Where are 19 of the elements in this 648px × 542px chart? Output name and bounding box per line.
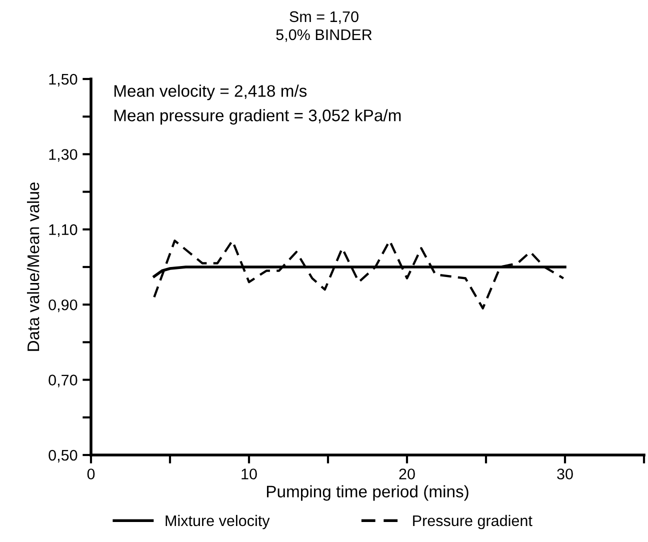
y-tick-label: 0,70 — [48, 374, 78, 388]
y-tick-label: 1,30 — [49, 149, 78, 162]
annotation: Mean pressure gradient = 3,052 kPa/m — [114, 109, 401, 125]
x-tick-label: 20 — [399, 468, 415, 480]
y-axis-title: Data value/Mean value — [26, 182, 40, 351]
chart-title: Sm = 1,70 — [290, 11, 358, 24]
y-tick-label: 0,50 — [48, 450, 78, 462]
annotation: Mean velocity = 2,418 m/s — [114, 84, 307, 100]
y-tick-label: 0,90 — [48, 299, 78, 312]
x-tick-label: 0 — [87, 468, 95, 480]
legend-label: Pressure gradient — [413, 514, 532, 530]
line-series — [153, 240, 565, 310]
x-axis-title: Pumping time period (mins) — [266, 485, 468, 501]
x-tick-label: 10 — [242, 468, 257, 480]
y-tick-label: 1,50 — [49, 74, 78, 86]
legend-label: Mixture velocity — [166, 514, 270, 530]
chart-subtitle: 5,0% BINDER — [276, 29, 372, 42]
x-tick-label: 30 — [557, 468, 573, 480]
y-tick-label: 1,10 — [49, 224, 78, 237]
